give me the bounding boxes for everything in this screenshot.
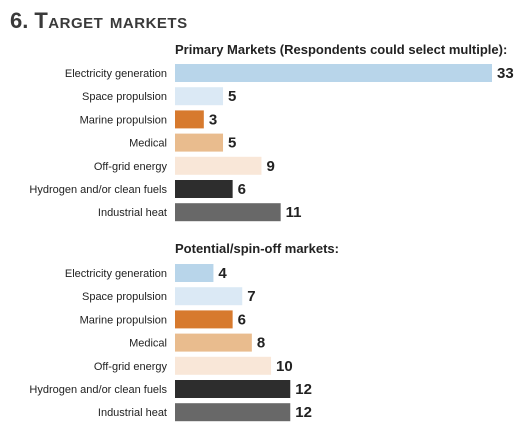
data-label: 5 <box>228 88 236 105</box>
data-label: 3 <box>209 111 217 128</box>
chart-title: Potential/spin-off markets: <box>175 241 339 256</box>
category-label: Electricity generation <box>65 268 167 280</box>
category-label: Industrial heat <box>98 207 167 219</box>
potential-markets-chart: Potential/spin-off markets: Electricity g… <box>29 241 339 422</box>
bar <box>175 310 233 329</box>
bar <box>175 264 214 282</box>
data-label: 11 <box>286 204 302 221</box>
bar <box>175 356 272 375</box>
category-label: Off-grid energy <box>94 361 168 373</box>
category-label: Electricity generation <box>65 68 167 80</box>
bar <box>175 180 233 198</box>
page-heading: 6. Target markets <box>10 8 188 34</box>
bar <box>175 64 492 82</box>
bar <box>175 380 291 398</box>
data-label: 9 <box>266 158 274 175</box>
bar <box>175 110 204 129</box>
data-label: 12 <box>295 404 312 421</box>
bar <box>175 203 281 222</box>
data-label: 6 <box>238 311 246 328</box>
bar <box>175 87 224 106</box>
category-label: Space propulsion <box>82 291 167 303</box>
data-label: 10 <box>276 358 293 375</box>
section-title: Target markets <box>34 8 188 33</box>
data-label: 8 <box>257 335 265 352</box>
bar <box>175 287 243 306</box>
category-label: Marine propulsion <box>80 314 167 326</box>
data-label: 5 <box>228 135 236 152</box>
data-label: 4 <box>218 265 227 282</box>
category-label: Marine propulsion <box>80 114 167 126</box>
category-label: Off-grid energy <box>94 161 168 173</box>
chart-title: Primary Markets (Respondents could selec… <box>175 42 507 57</box>
section-number: 6. <box>10 8 29 33</box>
category-label: Medical <box>129 338 167 350</box>
category-label: Hydrogen and/or clean fuels <box>29 184 167 196</box>
data-label: 7 <box>247 288 255 305</box>
category-label: Space propulsion <box>82 91 167 103</box>
category-label: Hydrogen and/or clean fuels <box>29 384 167 396</box>
data-label: 33 <box>497 65 514 82</box>
primary-markets-chart: Primary Markets (Respondents could selec… <box>29 42 514 222</box>
category-label: Industrial heat <box>98 407 167 419</box>
bar <box>175 403 291 422</box>
bar <box>175 333 252 352</box>
category-label: Medical <box>129 138 167 150</box>
bar <box>175 156 262 175</box>
data-label: 12 <box>295 381 312 398</box>
bar <box>175 133 224 152</box>
data-label: 6 <box>238 181 246 198</box>
